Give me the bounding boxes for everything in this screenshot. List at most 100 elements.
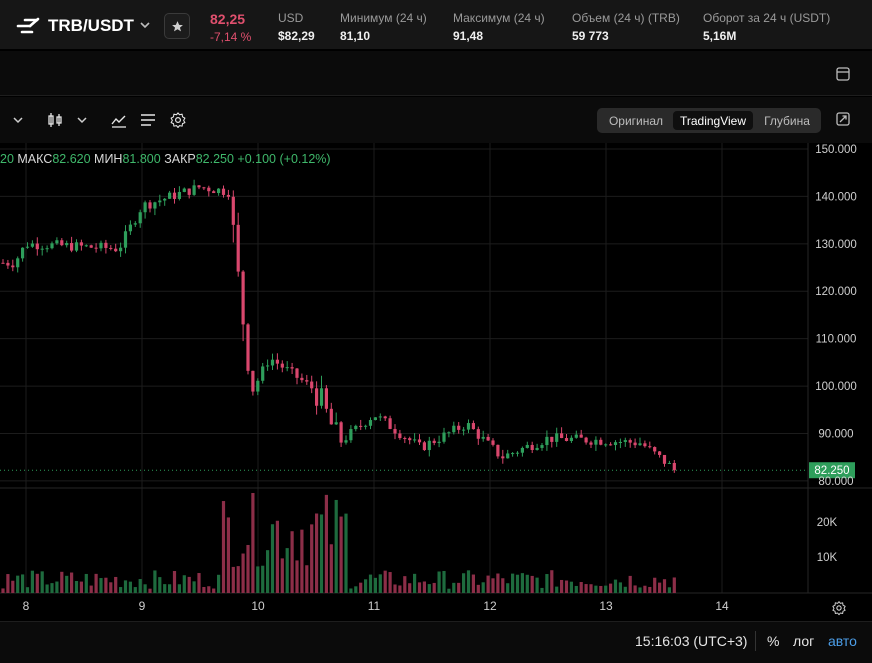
volume-bar	[329, 544, 333, 593]
candle-body	[187, 188, 191, 195]
candle-body	[501, 456, 505, 459]
candle-body	[555, 433, 559, 442]
volume-bar	[133, 587, 137, 593]
candle-body	[349, 429, 353, 441]
candle-body	[447, 432, 451, 434]
candle-body	[133, 223, 137, 225]
chart-area[interactable]: 82.250 150.000 140.000 130.000 120.000 110.00…	[0, 143, 872, 621]
chevron-down-icon[interactable]	[138, 18, 152, 32]
x-tick-label: 13	[599, 599, 613, 613]
volume-bar	[221, 501, 226, 593]
volume-bar	[427, 584, 431, 593]
candle-body	[270, 359, 275, 366]
volume-bar	[256, 566, 260, 593]
stat-label: USD	[278, 11, 304, 25]
candle-body	[40, 248, 44, 250]
auto-scale-toggle[interactable]: авто	[828, 633, 857, 649]
candle-type-icon[interactable]	[45, 111, 65, 129]
candle-body	[315, 388, 319, 406]
percent-scale-toggle[interactable]: %	[767, 633, 780, 649]
view-original-tab[interactable]: Оригинал	[608, 113, 664, 128]
volume-bar	[530, 575, 534, 593]
volume-bar	[246, 544, 250, 593]
stat-value: 81,10	[340, 29, 371, 43]
candle-body	[251, 370, 255, 392]
pair-name[interactable]: TRB/USDT	[48, 16, 134, 35]
volume-bar	[109, 582, 113, 593]
candle-body	[344, 440, 348, 443]
volume-bar	[241, 553, 245, 593]
gear-icon[interactable]	[168, 111, 188, 129]
menu-lines-icon[interactable]	[139, 111, 157, 129]
candle-body	[94, 247, 98, 249]
volume-bar	[275, 520, 279, 593]
candle-body	[197, 185, 201, 188]
candlestick-chart[interactable]: 82.250 150.000 140.000 130.000 120.000 110.00…	[0, 143, 872, 621]
last-price-badge	[809, 462, 855, 479]
stat-turnover-24h: Оборот за 24 ч (USDT) 5,16M	[703, 11, 830, 43]
candle-body	[560, 433, 564, 439]
candle-body	[373, 417, 377, 421]
candle-body	[589, 442, 593, 445]
candle-body	[84, 245, 88, 247]
volume-bar	[79, 581, 83, 593]
volume-bar	[501, 578, 505, 593]
volume-bar	[648, 586, 652, 593]
volume-bar	[462, 573, 466, 593]
volume-bar	[491, 578, 495, 593]
volume-bar	[207, 586, 211, 593]
chevron-down-icon[interactable]	[74, 111, 90, 129]
x-tick-label: 10	[251, 599, 265, 613]
y-tick-label: 120.000	[815, 286, 857, 298]
candle-body	[207, 187, 211, 192]
volume-bar	[589, 584, 593, 593]
log-scale-toggle[interactable]: лог	[793, 633, 815, 649]
candle-body	[55, 240, 59, 244]
chevron-down-icon[interactable]	[10, 111, 26, 129]
ohlc-low-label: МИН	[94, 152, 123, 166]
y-tick-label: 150.000	[815, 144, 857, 156]
ohlc-high-label: МАКС	[17, 152, 53, 166]
volume-bar	[212, 588, 216, 593]
volume-bar	[368, 574, 373, 593]
candle-body	[172, 192, 177, 199]
candle-body	[437, 441, 441, 444]
volume-bar	[594, 585, 598, 593]
candle-body	[30, 243, 34, 247]
volume-bar	[55, 581, 59, 593]
volume-bar	[515, 574, 520, 593]
favorite-button[interactable]	[164, 13, 190, 39]
ohlc-change: +0.100 (+0.12%)	[237, 152, 331, 166]
candle-body	[403, 438, 407, 440]
volume-bar	[158, 577, 162, 593]
volume-bar	[525, 574, 529, 593]
volume-bar	[280, 558, 284, 593]
volume-bar	[364, 579, 368, 593]
volume-bar	[6, 574, 10, 593]
candle-body	[364, 425, 368, 427]
volume-bar	[94, 573, 98, 593]
volume-bar	[143, 584, 147, 593]
volume-bar	[1, 588, 5, 593]
chart-settings-icon[interactable]	[831, 600, 847, 616]
candle-body	[457, 425, 461, 430]
candle-body	[221, 188, 226, 195]
view-depth-tab[interactable]: Глубина	[764, 113, 810, 128]
volume-bar	[408, 583, 412, 593]
volume-bar	[432, 582, 436, 593]
volume-bar	[599, 585, 603, 593]
exchange-logo-icon[interactable]	[16, 17, 40, 35]
layout-icon[interactable]	[836, 67, 850, 81]
indicators-icon[interactable]	[110, 111, 128, 129]
view-tradingview-tab[interactable]: TradingView	[673, 111, 753, 130]
candle-body	[21, 247, 25, 259]
candle-body	[653, 447, 657, 452]
candle-body	[643, 443, 647, 447]
fullscreen-icon[interactable]	[836, 112, 850, 126]
volume-bar	[422, 581, 426, 593]
volume-bar	[638, 587, 642, 593]
volume-bar	[486, 575, 490, 593]
candle-body	[168, 192, 172, 199]
volume-bar	[662, 579, 667, 593]
volume-bar	[579, 582, 583, 593]
